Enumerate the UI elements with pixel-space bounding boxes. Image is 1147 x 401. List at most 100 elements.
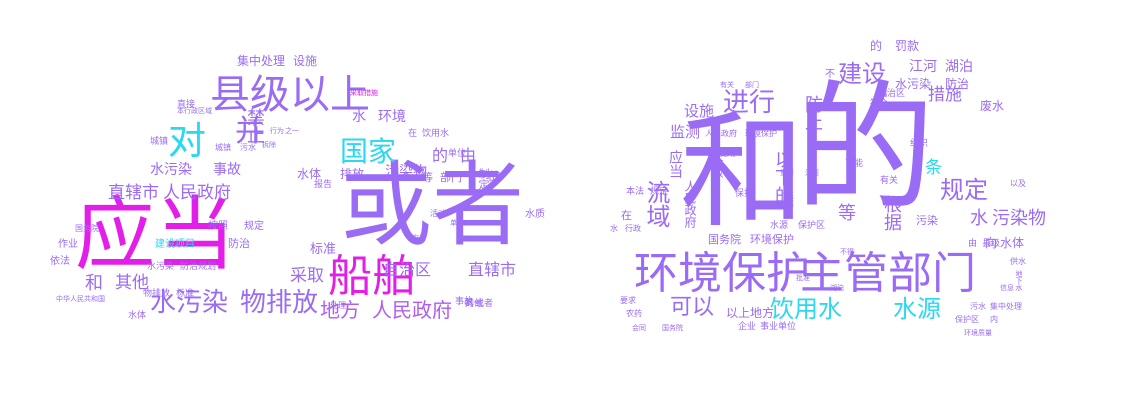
- cloud-word: 国家: [340, 135, 397, 168]
- cloud-word: 内: [990, 315, 998, 324]
- cloud-word: 组织: [910, 139, 929, 149]
- cloud-word: 中华人民共和国: [56, 295, 105, 303]
- cloud-word: 处理: [330, 301, 346, 310]
- cloud-word: 直接: [177, 100, 196, 110]
- cloud-word: 环境保护: [745, 129, 777, 138]
- cloud-word: 排放: [340, 167, 365, 181]
- cloud-word: 和: [85, 273, 103, 294]
- cloud-word: 罚款: [895, 39, 920, 53]
- cloud-word: 的: [465, 299, 475, 309]
- cloud-word: 活动: [430, 209, 446, 218]
- cloud-word: 供水: [1010, 257, 1026, 266]
- cloud-word: 水: [970, 208, 988, 229]
- cloud-word: 或者: [475, 299, 494, 309]
- cloud-word: 符合: [870, 99, 889, 109]
- cloud-word: 污水: [240, 143, 256, 152]
- cloud-word: 可以: [670, 295, 715, 320]
- cloud-word: 监测: [670, 123, 701, 141]
- cloud-word: 城镇: [150, 137, 169, 147]
- cloud-word: 建设: [838, 60, 886, 88]
- cloud-word: 在: [408, 129, 418, 139]
- cloud-word: 规定: [940, 176, 988, 204]
- cloud-word: 由: [460, 146, 477, 165]
- cloud-word: 不: [825, 69, 835, 80]
- cloud-word: 国务院: [75, 224, 99, 233]
- cloud-word: 水污染: [150, 162, 192, 178]
- cloud-word: 可能: [845, 159, 864, 169]
- cloud-word: 人民政府: [163, 183, 231, 203]
- cloud-word: 行为: [270, 127, 284, 135]
- cloud-word: 规定: [650, 187, 669, 197]
- cloud-word: 在: [621, 209, 632, 222]
- cloud-word: 采取措施: [350, 89, 378, 97]
- cloud-word: 人民政府: [683, 180, 697, 228]
- cloud-word: 本法: [626, 187, 645, 197]
- cloud-word: 水体: [1000, 236, 1025, 250]
- cloud-word: 标准: [310, 242, 337, 257]
- cloud-word: 县级: [210, 72, 290, 118]
- cloud-word: 防治规划: [180, 262, 217, 272]
- cloud-word: 水污染: [150, 288, 229, 318]
- cloud-word: 批准: [796, 274, 810, 282]
- cloud-word: 条: [925, 158, 942, 178]
- cloud-word: 向: [985, 236, 998, 250]
- cloud-word: 直辖市: [108, 183, 159, 203]
- cloud-word: 污染物: [992, 208, 1046, 229]
- cloud-word: 保护区: [798, 221, 826, 231]
- cloud-word: 事业单位: [760, 322, 797, 332]
- cloud-word: 县级: [982, 239, 1001, 249]
- cloud-word: 进行: [723, 88, 776, 118]
- cloud-word: 单位: [450, 219, 464, 227]
- cloud-word: 以下的: [772, 150, 793, 204]
- cloud-word: 湖泊: [830, 284, 844, 292]
- cloud-word: 企业: [738, 322, 757, 332]
- cloud-word: 人民政府: [372, 298, 452, 322]
- cloud-word: 集中处理: [237, 54, 286, 68]
- cloud-word: 部门: [745, 81, 759, 89]
- cloud-word: 根据: [881, 195, 902, 231]
- cloud-word: 其他: [465, 299, 484, 309]
- cloud-word: 饮用水: [422, 129, 450, 139]
- cloud-word: 水: [610, 224, 618, 233]
- cloud-word: 环境保护: [750, 233, 794, 246]
- cloud-word: 水源: [770, 221, 789, 231]
- cloud-word: 江河: [805, 169, 819, 177]
- cloud-word: 由: [968, 239, 978, 249]
- cloud-word: 省: [880, 89, 888, 98]
- cloud-word: 以上: [726, 306, 751, 320]
- cloud-word: 主管部门: [800, 248, 976, 299]
- cloud-word: 应当: [667, 150, 683, 178]
- cloud-word: 保护区: [955, 315, 979, 324]
- cloud-word: 以上: [290, 72, 370, 118]
- cloud-word: 防治: [945, 77, 970, 91]
- cloud-word: 生态: [783, 190, 793, 208]
- cloud-word: 湖泊: [945, 59, 973, 75]
- cloud-word: 本行政区域: [177, 107, 212, 115]
- cloud-word: 水污染: [895, 77, 932, 91]
- cloud-word: 人民政府: [705, 129, 737, 138]
- cloud-word: 直辖市: [468, 260, 517, 279]
- cloud-word: 江河: [909, 59, 937, 75]
- cloud-word: 并: [235, 114, 265, 149]
- cloud-word: 报告: [314, 180, 333, 190]
- cloud-word: 排放: [711, 158, 722, 178]
- cloud-word: 的: [432, 146, 449, 165]
- cloud-word: 重要: [780, 169, 794, 177]
- cloud-word: 等: [422, 171, 433, 184]
- cloud-word: 对: [168, 119, 207, 163]
- cloud-word: 集中处理: [990, 302, 1022, 311]
- cloud-word: 水: [352, 109, 366, 125]
- cloud-word: 流域: [642, 180, 670, 228]
- cloud-word: 和: [680, 100, 805, 245]
- cloud-word: 水污染: [147, 262, 175, 272]
- cloud-word: 国务院: [662, 324, 683, 332]
- cloud-word: 规定: [244, 221, 264, 232]
- cloud-word: 国务院: [708, 233, 741, 246]
- cloud-word: 依法: [50, 256, 70, 267]
- cloud-word: 使用: [718, 149, 737, 159]
- cloud-word: 水体: [297, 167, 322, 181]
- cloud-word: 废水: [980, 99, 1005, 113]
- cloud-word: 环境质量: [964, 329, 992, 337]
- cloud-word: 地方: [750, 306, 775, 320]
- cloud-word: 防治: [228, 237, 250, 250]
